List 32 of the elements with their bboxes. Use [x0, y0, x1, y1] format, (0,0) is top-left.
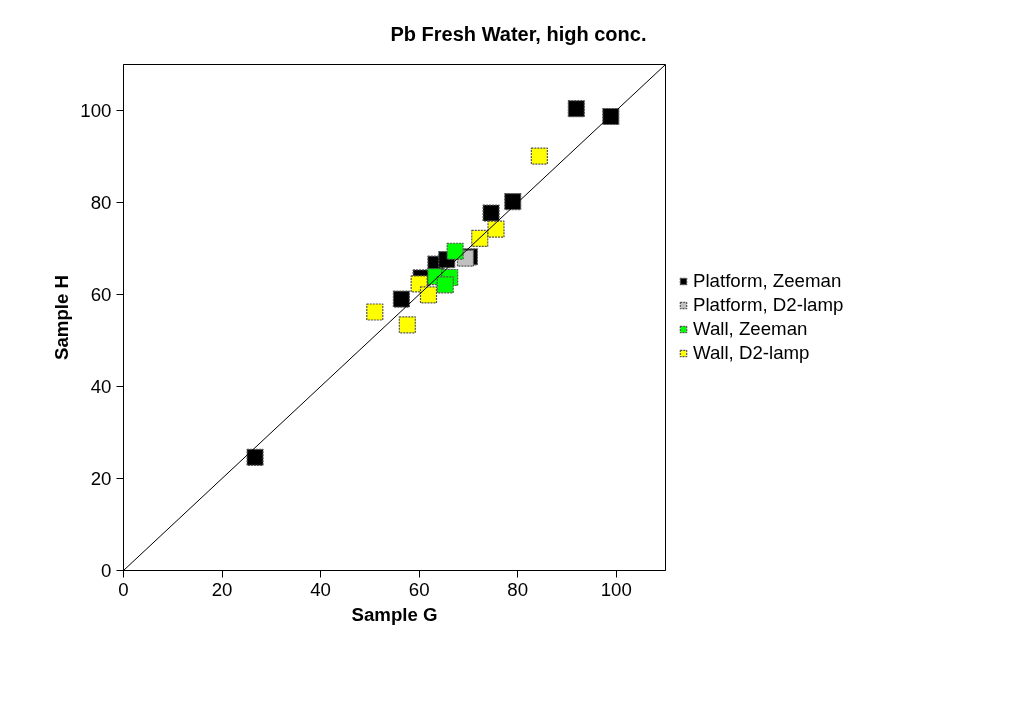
point — [504, 192, 522, 211]
y-tick-label: 40 — [90, 376, 112, 397]
x-axis-title: Sample G — [351, 603, 438, 625]
y-tick-label: 60 — [90, 284, 112, 305]
y-tick-label: 80 — [90, 192, 112, 213]
legend-label: Wall, D2-lamp — [693, 342, 810, 364]
x-tick-label: 0 — [118, 578, 129, 600]
y-tick-label: 100 — [80, 100, 112, 121]
x-tick-label: 60 — [408, 578, 430, 600]
point — [419, 286, 438, 304]
point — [602, 107, 620, 126]
x-tick-label: 20 — [211, 578, 233, 600]
x-tick-label: 80 — [507, 578, 529, 600]
point — [366, 303, 384, 321]
legend-label: Wall, Zeeman — [693, 318, 808, 340]
x-tick-label: 40 — [310, 578, 331, 600]
point — [487, 220, 505, 238]
point — [530, 147, 548, 165]
point — [392, 290, 410, 308]
point — [567, 100, 585, 118]
point — [436, 276, 454, 294]
chart-title: Pb Fresh Water, high conc. — [390, 22, 647, 45]
point — [398, 316, 416, 334]
legend-label: Platform, D2-lamp — [693, 294, 844, 316]
y-tick-label: 0 — [101, 560, 112, 581]
y-tick-label: 20 — [90, 468, 112, 489]
point — [482, 204, 500, 222]
x-tick-label: 100 — [600, 578, 632, 600]
legend-label: Platform, Zeeman — [693, 270, 842, 292]
point — [246, 448, 264, 466]
point — [446, 242, 464, 260]
y-axis-title: Sample H — [51, 274, 73, 361]
